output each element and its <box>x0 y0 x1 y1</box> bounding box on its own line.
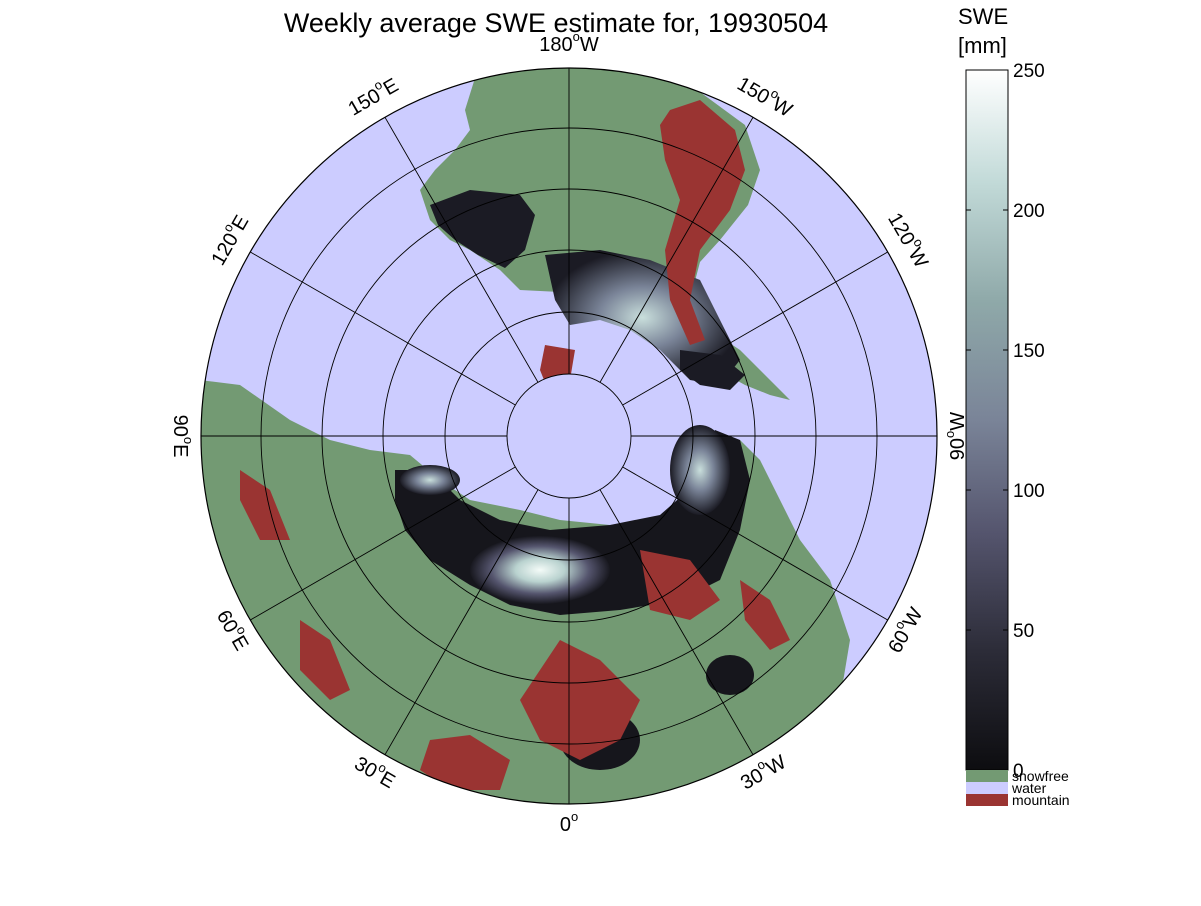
meridian-line <box>622 251 888 406</box>
longitude-label-degrees: 120 <box>208 230 244 270</box>
meridian-line <box>384 489 539 755</box>
colorbar-tick-label: 200 <box>1013 201 1045 222</box>
longitude-label-degrees: 90 <box>947 438 969 460</box>
category-label: mountain <box>1012 792 1070 808</box>
meridian-line <box>599 117 754 383</box>
siberia-snow-peak <box>470 536 610 604</box>
meridian-line <box>622 466 888 621</box>
graticule <box>201 68 937 804</box>
category-label: water <box>1011 780 1047 796</box>
longitude-label-degrees: 90 <box>169 415 191 437</box>
colorbar-tick-label: 100 <box>1013 481 1045 502</box>
category-label: snowfree <box>1012 768 1069 784</box>
colorbar-label-unit: [mm] <box>958 33 1007 58</box>
polar-map <box>201 68 937 804</box>
colorbar-tick-label: 150 <box>1013 341 1045 362</box>
east-siberia-snow <box>670 425 730 515</box>
longitude-label-direction: E <box>380 75 403 101</box>
longitude-label: 0o <box>560 809 578 836</box>
colorbar: SWE [mm] 0 50 100 150 200 250 snowfreewatermo… <box>958 4 1070 808</box>
longitude-label-direction: W <box>903 245 932 272</box>
alaska-snow <box>680 350 745 390</box>
longitude-label: 90oW <box>942 412 969 460</box>
longitude-label: 180oW <box>539 29 599 56</box>
longitude-label-degrees: 0 <box>560 814 571 836</box>
map-border <box>200 67 938 805</box>
category-swatch <box>966 794 1008 806</box>
colorbar-label-swe: SWE <box>958 4 1008 29</box>
category-swatch <box>966 770 1008 782</box>
colorbar-tick-label: 50 <box>1013 621 1034 642</box>
central-asia-snow <box>706 655 754 695</box>
meridian-line <box>384 117 539 383</box>
meridian-line <box>250 251 516 406</box>
colorbar-gradient <box>965 69 1009 771</box>
longitude-label-direction: E <box>226 632 252 655</box>
longitude-label-degrees: 150 <box>733 73 773 109</box>
longitude-label-degrees: 60 <box>885 627 915 657</box>
greenland-snow <box>430 190 535 268</box>
scandinavia-snow <box>400 465 460 495</box>
figure-title: Weekly average SWE estimate for, 1993050… <box>284 8 828 38</box>
longitude-label-degrees: 180 <box>539 34 572 56</box>
longitude-label-direction: W <box>947 412 969 431</box>
meridian-line <box>599 489 754 755</box>
arctic-ocean-center <box>507 374 631 498</box>
colorbar-ticks: 0 50 100 150 200 250 <box>966 61 1045 782</box>
longitude-label-direction: W <box>580 34 599 56</box>
longitude-label-direction: E <box>169 444 191 457</box>
longitude-label-degrees: 30 <box>350 753 380 783</box>
longitude-label: 90oE <box>169 415 196 458</box>
longitude-label-direction: W <box>763 751 790 780</box>
meridian-line <box>250 466 516 621</box>
colorbar-tick-label: 0 <box>1013 761 1024 782</box>
colorbar-tick-label: 250 <box>1013 61 1045 82</box>
category-swatch <box>966 782 1008 794</box>
